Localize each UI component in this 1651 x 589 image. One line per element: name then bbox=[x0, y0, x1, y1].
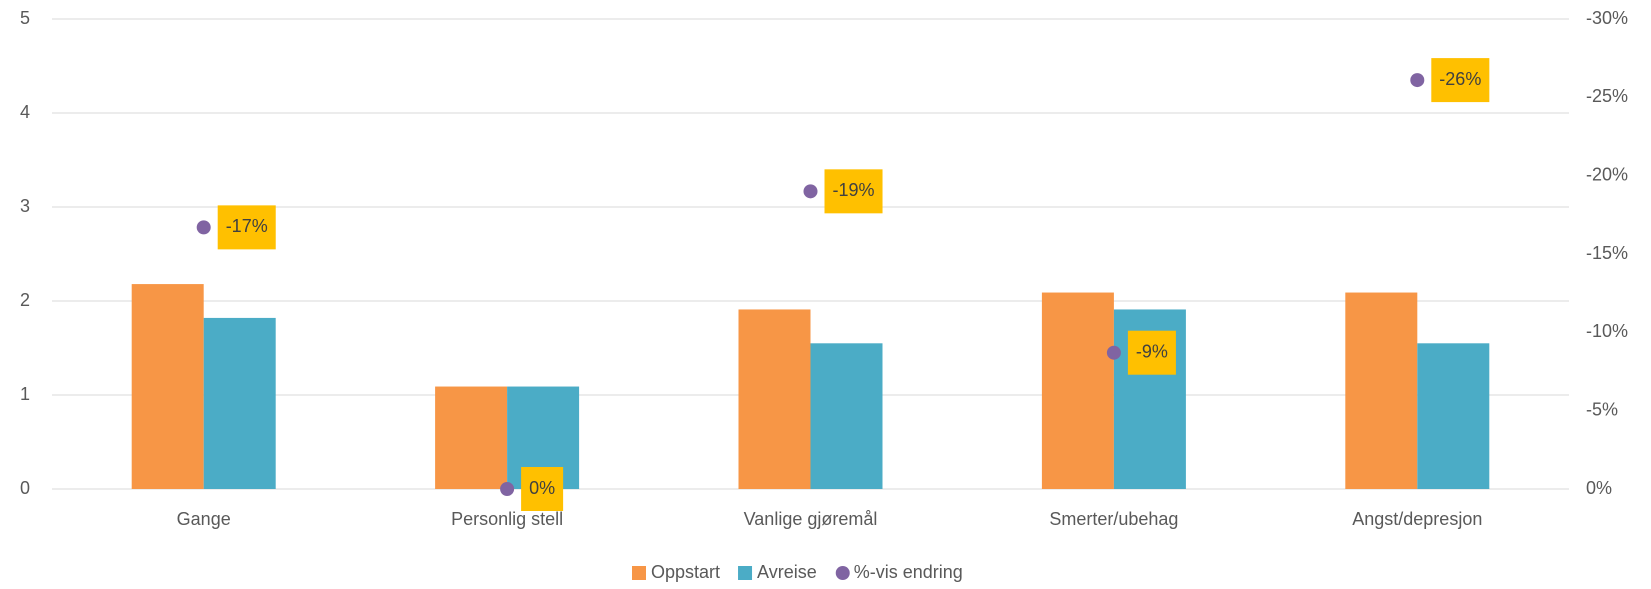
legend-label: %-vis endring bbox=[854, 562, 963, 582]
bar bbox=[203, 317, 276, 489]
point bbox=[803, 184, 818, 199]
bar bbox=[435, 386, 508, 489]
bar bbox=[1417, 343, 1490, 489]
bar bbox=[1041, 292, 1114, 489]
data-label: -19% bbox=[833, 180, 875, 200]
y2-tick-label: -5% bbox=[1586, 399, 1618, 419]
point bbox=[196, 220, 211, 235]
x-tick-label: Vanlige gjøremål bbox=[744, 509, 878, 529]
data-label-box bbox=[217, 205, 276, 250]
bar bbox=[810, 343, 883, 489]
x-tick-label: Personlig stell bbox=[451, 509, 563, 529]
legend-marker bbox=[632, 566, 646, 580]
y-tick-label: 4 bbox=[20, 102, 30, 122]
bar bbox=[1345, 292, 1418, 489]
data-label: -26% bbox=[1439, 69, 1481, 89]
legend-marker bbox=[738, 566, 753, 580]
data-label: -17% bbox=[226, 216, 268, 236]
data-label: 0% bbox=[529, 478, 555, 498]
bar bbox=[738, 309, 811, 489]
y-tick-label: 3 bbox=[20, 196, 30, 216]
x-tick-label: Smerter/ubehag bbox=[1049, 509, 1178, 529]
legend-label: Oppstart bbox=[651, 562, 720, 582]
legend-label: Avreise bbox=[757, 562, 817, 582]
data-label: -9% bbox=[1136, 341, 1168, 361]
y2-tick-label: -15% bbox=[1586, 243, 1628, 263]
y2-tick-label: -30% bbox=[1586, 8, 1628, 28]
y2-tick-label: -10% bbox=[1586, 321, 1628, 341]
x-tick-label: Gange bbox=[177, 509, 231, 529]
x-tick-label: Angst/depresjon bbox=[1352, 509, 1482, 529]
point bbox=[1106, 345, 1121, 360]
y-tick-label: 2 bbox=[20, 290, 30, 310]
bar bbox=[131, 284, 204, 489]
data-label-box bbox=[521, 467, 564, 511]
data-label-box bbox=[1431, 58, 1490, 103]
y-tick-label: 0 bbox=[20, 478, 30, 498]
data-label-box bbox=[824, 169, 883, 214]
point bbox=[500, 482, 515, 496]
point bbox=[1410, 73, 1425, 88]
y2-tick-label: -25% bbox=[1586, 86, 1628, 106]
y2-tick-label: 0% bbox=[1586, 478, 1612, 498]
y2-tick-label: -20% bbox=[1586, 164, 1628, 184]
y-tick-label: 5 bbox=[20, 8, 30, 28]
data-label-box bbox=[1127, 330, 1176, 375]
y-tick-label: 1 bbox=[20, 384, 30, 404]
legend-marker bbox=[835, 566, 850, 580]
